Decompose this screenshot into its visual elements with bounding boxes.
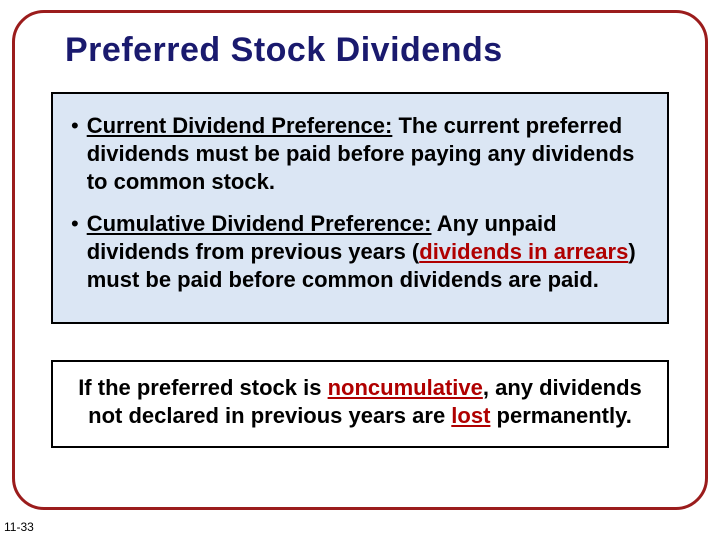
bullet-dot: • (71, 210, 79, 238)
definitions-box: • Current Dividend Preference: The curre… (51, 92, 669, 324)
slide-title: Preferred Stock Dividends (65, 31, 683, 70)
bullet-current: • Current Dividend Preference: The curre… (71, 112, 649, 196)
noncumulative-box: If the preferred stock is noncumulative,… (51, 360, 669, 448)
nc-post: permanently. (490, 403, 631, 428)
term-current: Current Dividend Preference: (87, 113, 393, 138)
nc-word1: noncumulative (328, 375, 483, 400)
dividends-in-arrears: dividends in arrears (419, 239, 628, 264)
bullet-content: Cumulative Dividend Preference: Any unpa… (87, 210, 649, 294)
noncumulative-text: If the preferred stock is noncumulative,… (71, 372, 649, 432)
term-cumulative: Cumulative Dividend Preference: (87, 211, 432, 236)
page-number: 11-33 (4, 520, 34, 534)
nc-pre: If the preferred stock is (78, 375, 327, 400)
bullet-cumulative: • Cumulative Dividend Preference: Any un… (71, 210, 649, 294)
bullet-dot: • (71, 112, 79, 140)
nc-word2: lost (451, 403, 490, 428)
slide-frame: Preferred Stock Dividends • Current Divi… (12, 10, 708, 510)
bullet-content: Current Dividend Preference: The current… (87, 112, 649, 196)
